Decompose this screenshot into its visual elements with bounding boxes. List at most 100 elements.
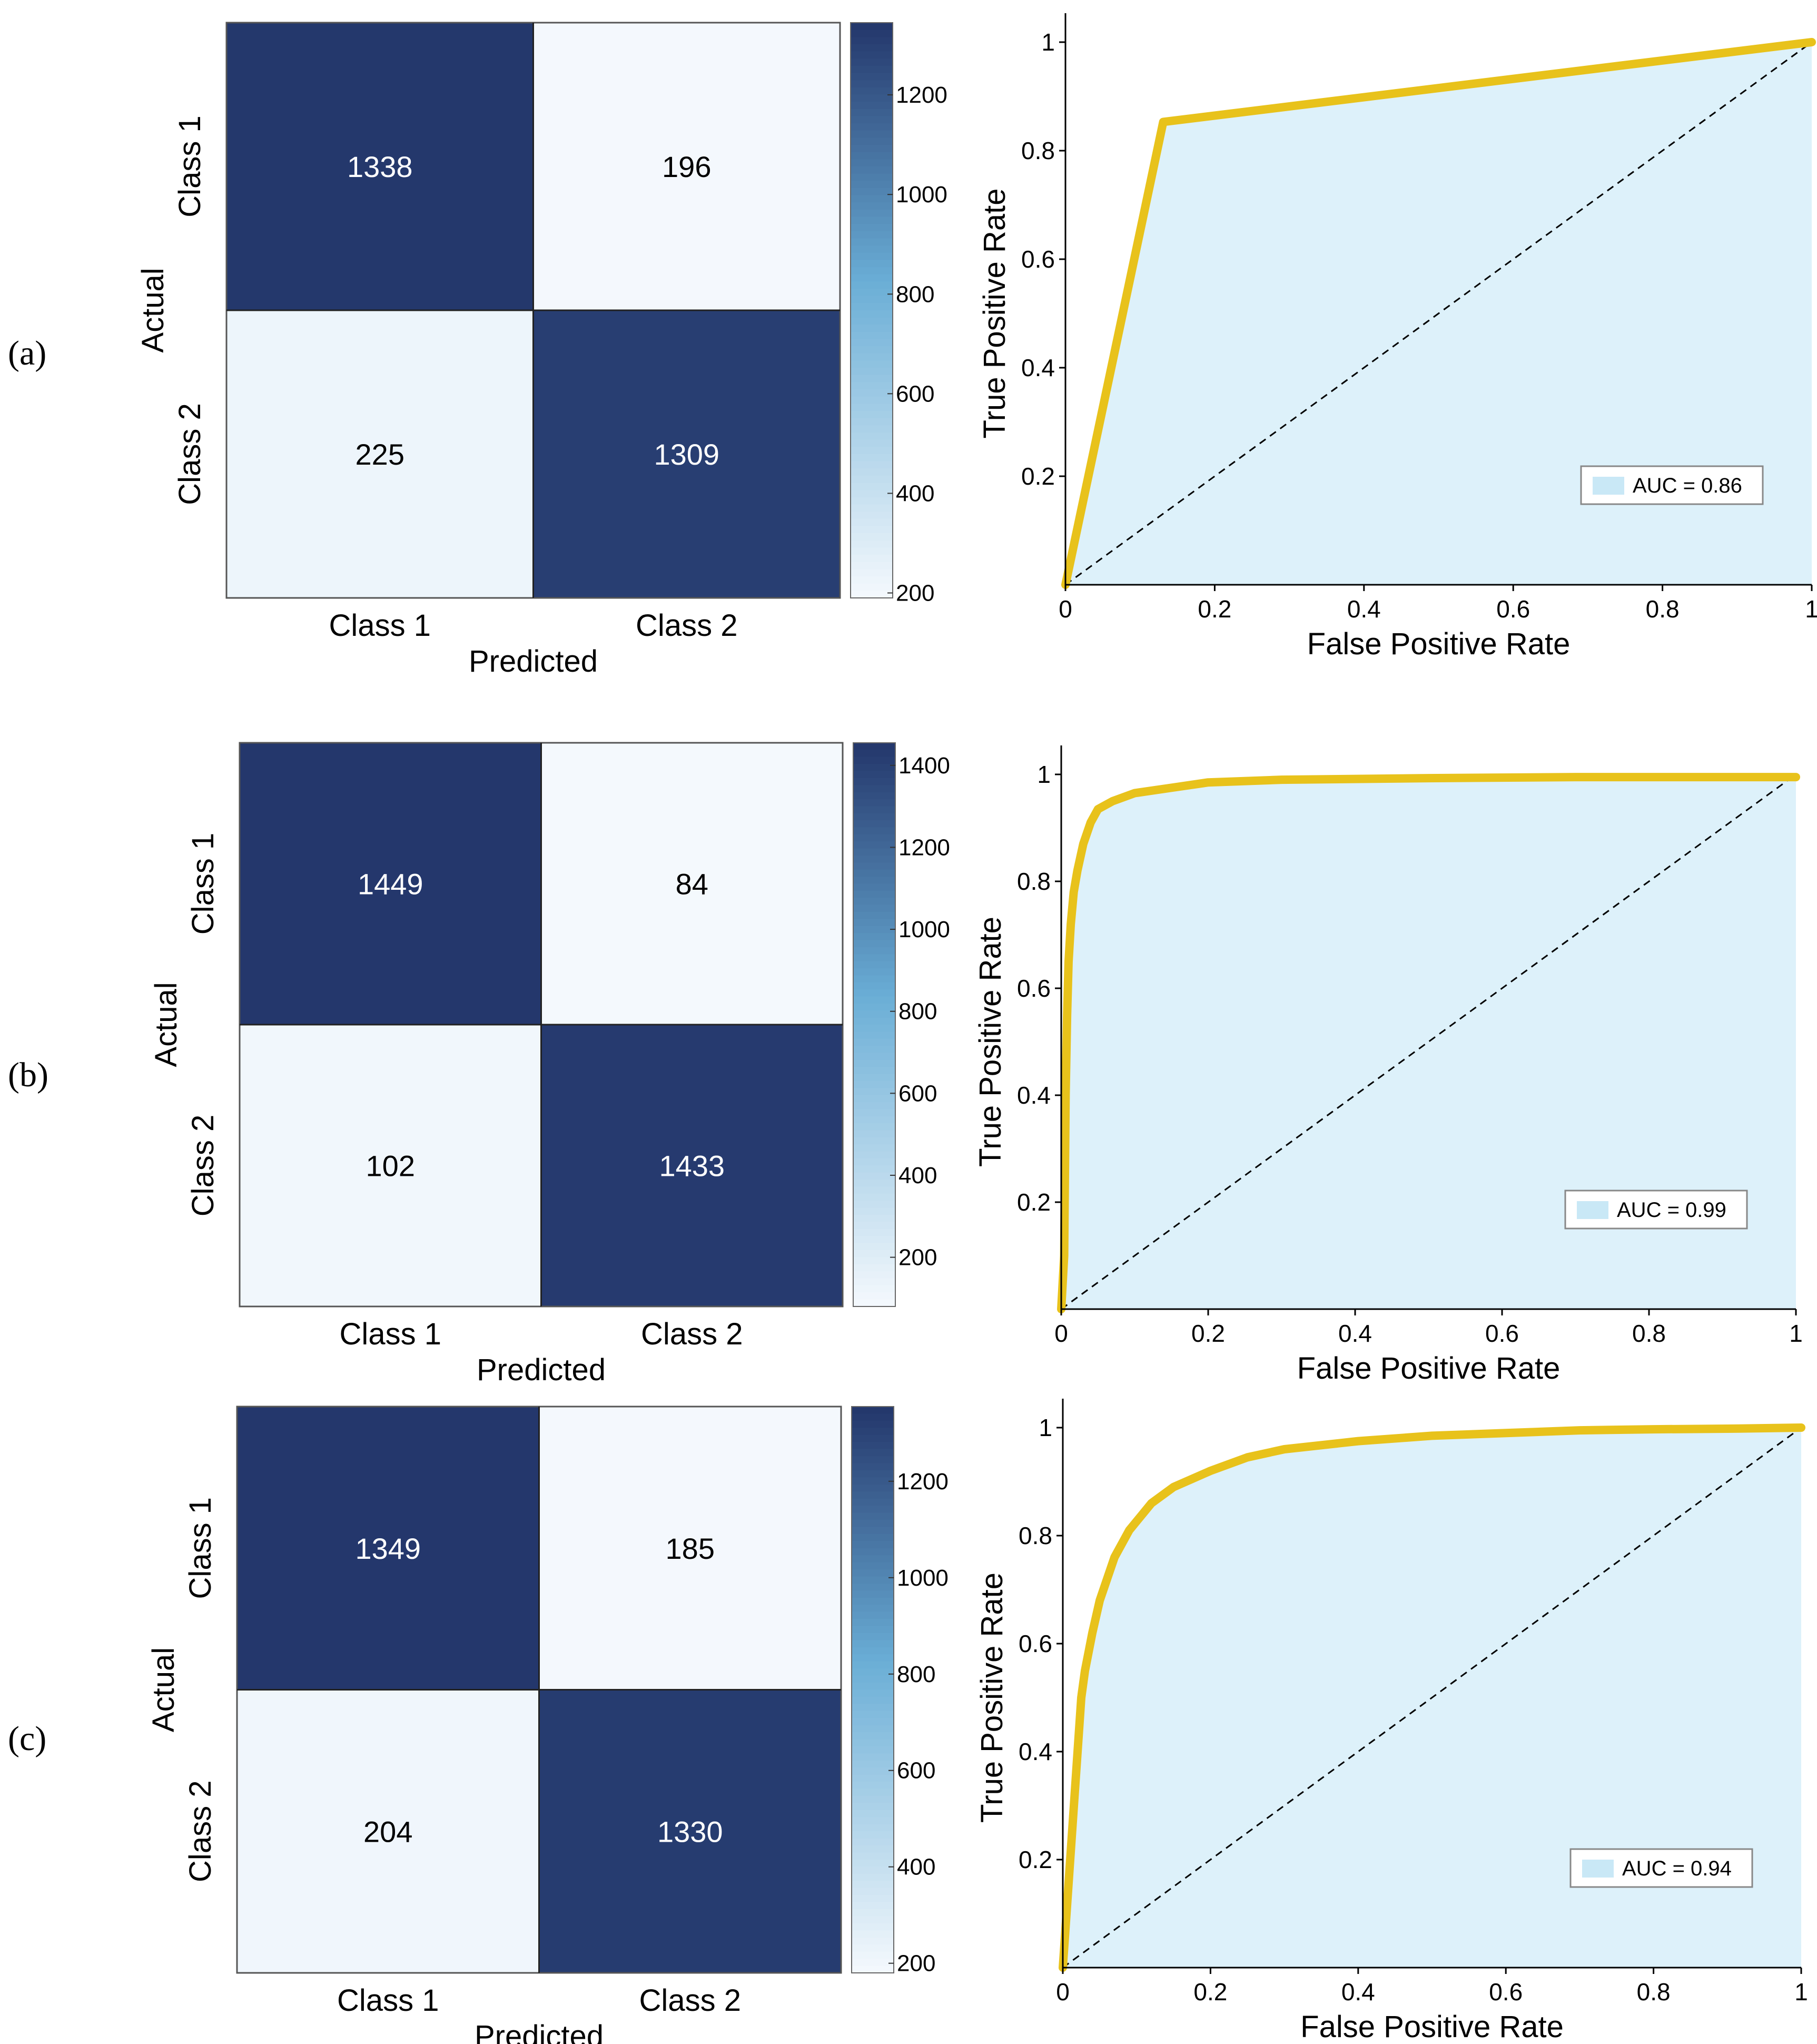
panel-label-b: (b)	[8, 1056, 48, 1094]
colorbar-segment	[851, 252, 893, 261]
colorbar-segment	[851, 152, 893, 160]
y-tick-label: 0.4	[1019, 1738, 1052, 1765]
colorbar-segment	[853, 834, 895, 842]
colorbar-segment	[852, 1866, 894, 1874]
colorbar-segment	[851, 80, 893, 88]
roc-curve	[1057, 773, 1800, 1313]
colorbar-segment	[852, 1838, 894, 1846]
x-tick-label: 0.6	[1485, 1320, 1519, 1347]
colorbar-segment	[851, 360, 893, 369]
x-tick-label: 0	[1059, 595, 1072, 623]
x-tick-label: 0.2	[1191, 1320, 1225, 1347]
colorbar-segment	[852, 1923, 894, 1931]
colorbar-segment	[851, 404, 893, 412]
colorbar-segment	[852, 1881, 894, 1889]
colorbar-segment	[851, 375, 893, 383]
colorbar-segment	[853, 806, 895, 814]
colorbar-segment	[853, 1053, 895, 1060]
colorbar-segment	[853, 1180, 895, 1187]
cm-y-tick-label: Class 1	[186, 833, 220, 935]
colorbar-segment	[851, 547, 893, 556]
colorbar-tick-label: 800	[896, 281, 934, 307]
colorbar-segment	[853, 1236, 895, 1244]
colorbar-segment	[852, 1782, 894, 1790]
colorbar-segment	[852, 1732, 894, 1740]
colorbar-segment	[852, 1689, 894, 1697]
colorbar-border	[853, 742, 896, 1307]
colorbar-segment	[852, 1491, 894, 1499]
colorbar-segment	[852, 1718, 894, 1726]
y-tick-label: 0.8	[1021, 137, 1055, 164]
x-tick-label: 0	[1054, 1320, 1068, 1347]
colorbar-segment	[851, 490, 893, 498]
cm-y-tick-label: Class 1	[173, 115, 207, 217]
colorbar-segment	[852, 1442, 894, 1450]
colorbar-segment	[853, 982, 895, 990]
colorbar-segment	[853, 898, 895, 906]
cm-x-tick-label: Class 1	[340, 1317, 441, 1351]
colorbar-segment	[851, 94, 893, 103]
colorbar-tick-label: 400	[898, 1163, 937, 1188]
colorbar-tick-label: 1000	[897, 1565, 949, 1591]
colorbar-segment	[852, 1555, 894, 1563]
colorbar-segment	[852, 1888, 894, 1896]
roc-x-axis-title: False Positive Rate	[1297, 1351, 1561, 1385]
colorbar-segment	[851, 353, 893, 361]
confusion-matrix-b: 1449 84 102 1433 Class 1 Class 2 Predicted Clas…	[149, 742, 844, 1387]
colorbar-segment	[852, 1626, 894, 1634]
colorbar-segment	[853, 750, 895, 758]
colorbar-segment	[852, 1916, 894, 1924]
colorbar-segment	[851, 281, 893, 290]
chance-diagonal	[1062, 1427, 1802, 1969]
colorbar-segment	[851, 166, 893, 174]
colorbar-segment	[852, 1647, 894, 1655]
colorbar-segment	[851, 23, 893, 31]
colorbar-segment	[853, 1186, 895, 1194]
colorbar-segment	[853, 1222, 895, 1230]
roc-legend: AUC = 0.99	[1564, 1190, 1748, 1230]
colorbar-segment	[852, 1959, 894, 1967]
y-tick-label: 1	[1037, 761, 1051, 788]
x-tick-label: 0.4	[1338, 1320, 1372, 1347]
colorbar-segment	[853, 954, 895, 962]
colorbar-segment	[853, 862, 895, 870]
colorbar-segment	[852, 1583, 894, 1591]
colorbar-segment	[853, 1194, 895, 1202]
y-tick-label: 0.4	[1017, 1082, 1051, 1109]
colorbar-segment	[851, 58, 893, 66]
colorbar-segment	[852, 1753, 894, 1761]
y-tick-label: 0.2	[1019, 1846, 1052, 1873]
colorbar-segment	[852, 1611, 894, 1620]
colorbar-segment	[853, 947, 895, 955]
colorbar-segment	[852, 1683, 894, 1691]
colorbar-segment	[852, 1966, 894, 1973]
colorbar-segment	[851, 475, 893, 484]
colorbar-tick-label: 1000	[898, 917, 950, 942]
colorbar-segment	[851, 217, 893, 225]
colorbar-segment	[853, 919, 895, 927]
colorbar-segment	[853, 827, 895, 835]
y-tick-label: 0.8	[1019, 1522, 1052, 1549]
colorbar-segment	[851, 382, 893, 390]
colorbar-segment	[851, 130, 893, 139]
colorbar-border	[850, 22, 893, 598]
legend-swatch	[1582, 1860, 1614, 1878]
colorbar-segment	[852, 1810, 894, 1818]
legend-label: AUC = 0.99	[1617, 1198, 1726, 1222]
colorbar-segment	[851, 389, 893, 397]
colorbar-segment	[852, 1746, 894, 1754]
x-tick-label: 1	[1794, 1978, 1808, 2006]
colorbar-segment	[853, 1165, 895, 1173]
x-tick-label: 0.8	[1632, 1320, 1666, 1347]
colorbar-tick-label: 400	[897, 1854, 935, 1880]
colorbar-segment	[853, 940, 895, 948]
colorbar-segment	[853, 1285, 895, 1293]
colorbar-segment	[852, 1824, 894, 1832]
colorbar-segment	[853, 1102, 895, 1110]
colorbar-segment	[852, 1675, 894, 1684]
colorbar-segment	[851, 109, 893, 117]
colorbar-segment	[851, 145, 893, 153]
cm-cell-value: 1433	[659, 1149, 725, 1183]
colorbar-segment	[853, 1031, 895, 1039]
